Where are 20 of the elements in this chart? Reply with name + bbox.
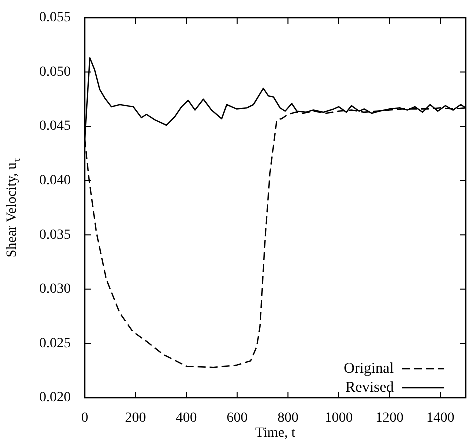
x-tick-label: 400 bbox=[176, 411, 198, 426]
x-tick-label: 1200 bbox=[376, 411, 404, 426]
y-tick-label: 0.055 bbox=[40, 10, 71, 26]
legend-label: Revised bbox=[346, 380, 394, 396]
y-tick-label: 0.025 bbox=[40, 336, 71, 352]
x-axis-title: Time, t bbox=[256, 426, 296, 441]
x-tick-label: 1400 bbox=[426, 411, 455, 426]
x-tick-label: 600 bbox=[226, 411, 248, 426]
x-tick-label: 800 bbox=[278, 411, 299, 426]
y-tick-label: 0.045 bbox=[40, 119, 71, 134]
y-tick-label: 0.035 bbox=[40, 228, 71, 243]
y-tick-label: 0.040 bbox=[40, 174, 71, 189]
y-tick-label: 0.030 bbox=[40, 282, 71, 298]
y-tick-label: 0.020 bbox=[40, 390, 71, 406]
x-tick-label: 200 bbox=[125, 411, 146, 426]
x-tick-label: 1000 bbox=[325, 411, 353, 426]
legend-label: Original bbox=[344, 360, 394, 377]
y-axis-title: Shear Velocity, uτ bbox=[5, 158, 24, 258]
x-tick-label: 0 bbox=[82, 411, 88, 426]
y-tick-label: 0.050 bbox=[40, 64, 71, 80]
